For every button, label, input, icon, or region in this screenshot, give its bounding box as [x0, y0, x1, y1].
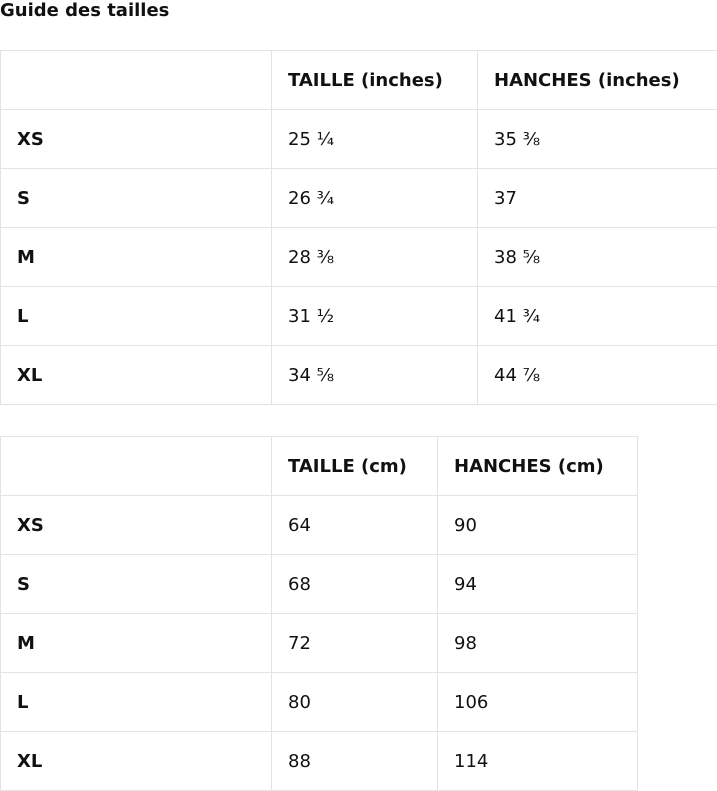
- size-label: L: [0, 672, 272, 732]
- table-row: XS 25 ¼ 35 ⅜: [0, 109, 717, 169]
- hips-value: 35 ⅜: [477, 109, 717, 169]
- hips-value: 114: [437, 731, 638, 791]
- table-row: XS 64 90: [0, 495, 638, 555]
- size-label: XL: [0, 731, 272, 791]
- table-row: M 72 98: [0, 613, 638, 673]
- waist-value: 31 ½: [271, 286, 478, 346]
- table-row: XL 88 114: [0, 731, 638, 791]
- waist-value: 26 ¾: [271, 168, 478, 228]
- column-header: [0, 50, 272, 110]
- column-header: HANCHES (inches): [477, 50, 717, 110]
- column-header: HANCHES (cm): [437, 436, 638, 496]
- column-header: [0, 436, 272, 496]
- size-label: XL: [0, 345, 272, 405]
- waist-value: 25 ¼: [271, 109, 478, 169]
- waist-value: 68: [271, 554, 438, 614]
- table-row: L 31 ½ 41 ¾: [0, 286, 717, 346]
- size-label: XS: [0, 495, 272, 555]
- hips-value: 90: [437, 495, 638, 555]
- hips-value: 44 ⅞: [477, 345, 717, 405]
- hips-value: 41 ¾: [477, 286, 717, 346]
- table-row: L 80 106: [0, 672, 638, 732]
- column-header: TAILLE (cm): [271, 436, 438, 496]
- size-label: M: [0, 613, 272, 673]
- waist-value: 80: [271, 672, 438, 732]
- column-header: TAILLE (inches): [271, 50, 478, 110]
- waist-value: 72: [271, 613, 438, 673]
- hips-value: 94: [437, 554, 638, 614]
- size-label: XS: [0, 109, 272, 169]
- size-table-inches: TAILLE (inches) HANCHES (inches) XS 25 ¼ 35 …: [0, 50, 717, 405]
- hips-value: 98: [437, 613, 638, 673]
- size-label: S: [0, 168, 272, 228]
- size-label: S: [0, 554, 272, 614]
- hips-value: 38 ⅝: [477, 227, 717, 287]
- waist-value: 88: [271, 731, 438, 791]
- header-row: TAILLE (inches) HANCHES (inches): [0, 50, 717, 110]
- hips-value: 37: [477, 168, 717, 228]
- page-title: Guide des tailles: [0, 0, 170, 21]
- waist-value: 28 ⅜: [271, 227, 478, 287]
- table-row: M 28 ⅜ 38 ⅝: [0, 227, 717, 287]
- hips-value: 106: [437, 672, 638, 732]
- waist-value: 34 ⅝: [271, 345, 478, 405]
- size-label: M: [0, 227, 272, 287]
- size-label: L: [0, 286, 272, 346]
- table-row: S 68 94: [0, 554, 638, 614]
- size-table-cm: TAILLE (cm) HANCHES (cm) XS 64 90 S 68 94 M 72 98 L…: [0, 436, 638, 791]
- table-row: S 26 ¾ 37: [0, 168, 717, 228]
- table-row: XL 34 ⅝ 44 ⅞: [0, 345, 717, 405]
- header-row: TAILLE (cm) HANCHES (cm): [0, 436, 638, 496]
- waist-value: 64: [271, 495, 438, 555]
